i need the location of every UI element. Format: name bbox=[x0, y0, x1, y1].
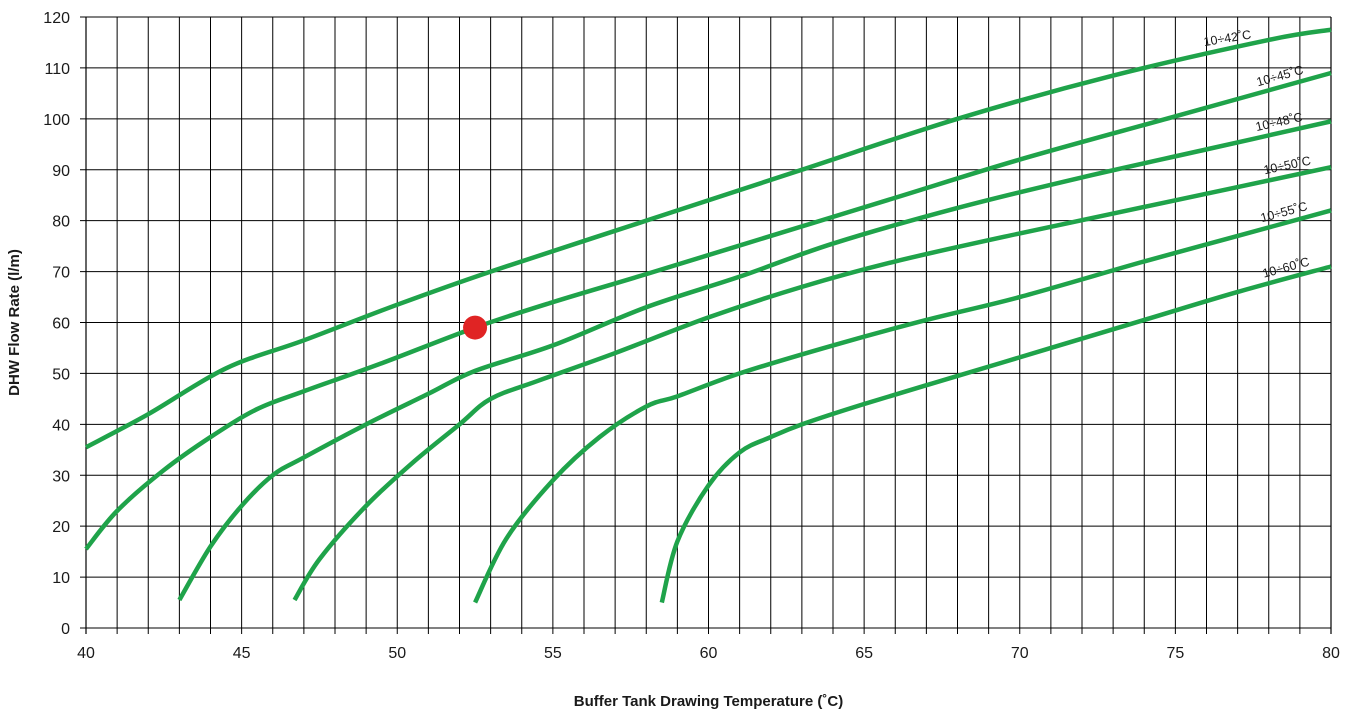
highlight-point bbox=[463, 315, 488, 340]
x-tick-label: 60 bbox=[700, 645, 718, 662]
y-tick-label: 120 bbox=[43, 10, 70, 27]
y-tick-label: 40 bbox=[52, 417, 70, 434]
tick-layer: 40 45 50 55 60 65 70 75 80 0 10 20 30 40 50 60 70 80 90 100… bbox=[43, 10, 1340, 662]
series-line bbox=[177, 119, 1332, 602]
series-line bbox=[292, 164, 1332, 602]
y-tick-label: 70 bbox=[52, 265, 70, 282]
y-axis-title: DHW Flow Rate (l/m) bbox=[6, 249, 23, 396]
y-tick-label: 60 bbox=[52, 316, 70, 333]
series-line bbox=[84, 70, 1332, 551]
x-tick-label: 40 bbox=[77, 645, 95, 662]
grid-layer bbox=[80, 16, 1332, 634]
series-line bbox=[84, 27, 1332, 450]
x-tick-label: 50 bbox=[388, 645, 406, 662]
y-tick-label: 50 bbox=[52, 366, 70, 383]
x-tick-label: 70 bbox=[1011, 645, 1029, 662]
series-layer bbox=[84, 27, 1332, 604]
y-tick-label: 20 bbox=[52, 519, 70, 536]
y-tick-label: 110 bbox=[44, 61, 70, 78]
x-tick-label: 55 bbox=[544, 645, 562, 662]
y-tick-label: 30 bbox=[52, 468, 70, 485]
y-tick-label: 10 bbox=[52, 570, 70, 587]
series-line bbox=[659, 264, 1332, 604]
x-tick-label: 45 bbox=[233, 645, 251, 662]
x-tick-label: 65 bbox=[855, 645, 873, 662]
x-tick-label: 80 bbox=[1322, 645, 1340, 662]
y-tick-label: 90 bbox=[52, 163, 70, 180]
marker-layer bbox=[463, 315, 488, 340]
series-line bbox=[473, 208, 1332, 604]
y-tick-label: 0 bbox=[61, 621, 70, 638]
y-tick-label: 100 bbox=[43, 112, 70, 129]
x-tick-label: 75 bbox=[1166, 645, 1184, 662]
y-tick-label: 80 bbox=[52, 214, 70, 231]
x-axis-title: Buffer Tank Drawing Temperature (˚C) bbox=[574, 693, 843, 710]
